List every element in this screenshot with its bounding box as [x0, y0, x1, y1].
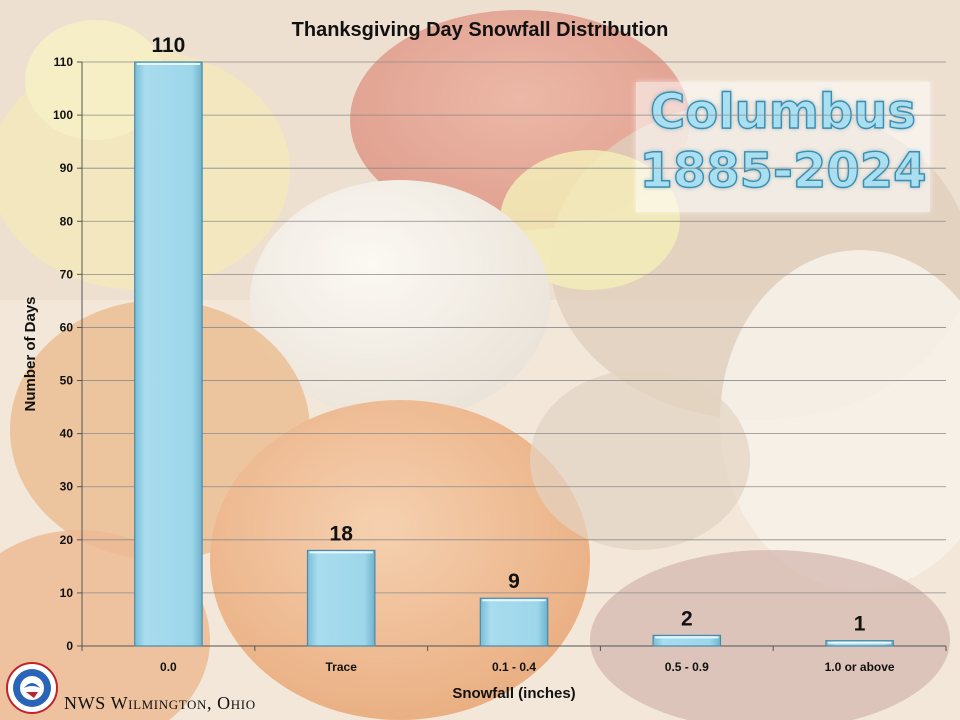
bars [134, 61, 894, 647]
y-tick-label: 90 [60, 161, 74, 175]
y-tick-label: 110 [54, 55, 74, 69]
x-tick-label: 1.0 or above [825, 660, 895, 674]
footer-credit: NWS Wilmington, Ohio [64, 693, 256, 713]
data-label: 110 [151, 34, 185, 57]
bar [134, 61, 203, 647]
bar [652, 634, 722, 647]
y-tick-label: 10 [60, 586, 74, 600]
y-tick-label: 100 [53, 108, 73, 122]
data-label: 2 [681, 607, 693, 630]
y-tick-label: 80 [60, 214, 74, 228]
x-tick-label: 0.5 - 0.9 [665, 660, 709, 674]
chart-title: Thanksgiving Day Snowfall Distribution [292, 19, 669, 41]
gridlines [82, 61, 946, 594]
y-tick-label: 30 [60, 480, 74, 494]
y-tick-label: 40 [60, 427, 74, 441]
y-tick-label: 70 [60, 267, 74, 281]
data-labels: 110 18 9 2 1 [151, 34, 865, 636]
y-tick-label: 20 [60, 533, 74, 547]
y-tick-label: 60 [60, 320, 74, 334]
x-tick-label: Trace [326, 660, 358, 674]
y-axis-label: Number of Days [22, 296, 39, 411]
overlay-years: 1885-2024 [639, 142, 928, 199]
overlay-city: Columbus [649, 83, 916, 140]
y-tick-label: 50 [60, 374, 74, 388]
data-label: 18 [330, 522, 354, 545]
data-label: 9 [508, 570, 520, 593]
x-tick-label: 0.0 [160, 660, 177, 674]
y-tick-labels: 0 10 20 30 40 50 60 70 80 90 100 110 [53, 55, 73, 653]
bar [306, 549, 376, 647]
nws-logo-icon [6, 662, 58, 714]
bar [479, 597, 549, 647]
data-label: 1 [854, 613, 866, 636]
x-axis-label: Snowfall (inches) [452, 685, 575, 702]
overlay-box [636, 82, 930, 212]
y-tick-label: 0 [66, 639, 73, 653]
axes [77, 61, 947, 651]
x-tick-label: 0.1 - 0.4 [492, 660, 536, 674]
x-tick-labels: 0.0 Trace 0.1 - 0.4 0.5 - 0.9 1.0 or above [160, 660, 895, 674]
